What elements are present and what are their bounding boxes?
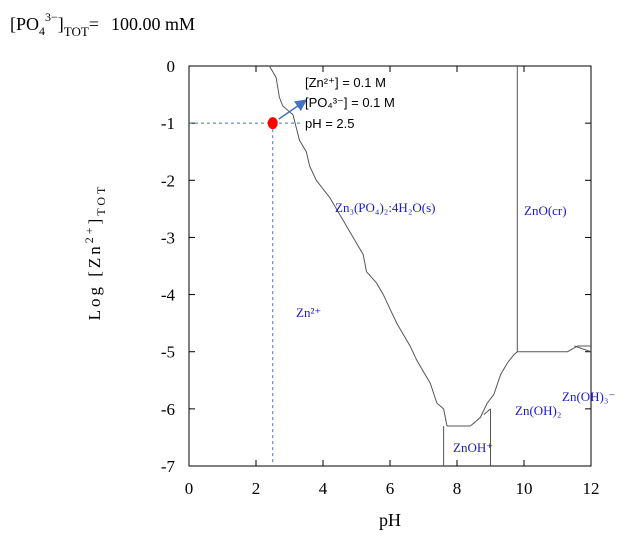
annotation-po4: [PO₄³⁻] = 0.1 M: [305, 95, 395, 110]
y-axis-title: Log [Zn2+]TOT: [82, 184, 108, 321]
y-tick-label: -7: [161, 457, 176, 476]
x-axis-title: pH: [379, 510, 401, 530]
region-label-zn3po42: Zn₃(PO₄)₂:4H₂O(s): [335, 200, 435, 215]
annotation-zn: [Zn²⁺] = 0.1 M: [305, 75, 386, 90]
x-tick-label: 10: [516, 479, 533, 498]
y-tick-label: 0: [167, 57, 176, 76]
header-value: 100.00 mM: [111, 14, 195, 34]
y-tick-label: -1: [161, 114, 175, 133]
y-tick-label: -4: [161, 286, 176, 305]
phase-boundaries: [268, 65, 592, 466]
boundary-zn3po4-solubility: [268, 65, 448, 427]
condition-marker-point: [267, 117, 278, 130]
y-tick-label: -6: [161, 400, 175, 419]
x-tick-label: 8: [453, 479, 462, 498]
x-tick-label: 6: [386, 479, 395, 498]
boundary-right-inner: [574, 345, 592, 353]
header-equals: =: [89, 14, 99, 34]
x-axis: 0 2 4 6 8 10 12: [185, 66, 600, 498]
header-prefix: [PO: [10, 14, 39, 34]
region-label-znoh2: Zn(OH)₂: [515, 403, 561, 418]
y-tick-label: -2: [161, 171, 175, 190]
x-tick-label: 0: [185, 479, 194, 498]
header-tot: TOT: [64, 24, 89, 39]
header-close: ]: [58, 14, 64, 34]
x-tick-label: 2: [252, 479, 261, 498]
region-label-znoh: ZnOH⁺: [453, 440, 493, 455]
annotation-arrow: [278, 99, 308, 120]
y-axis: 0 -1 -2 -3 -4 -5 -6 -7: [161, 57, 591, 476]
region-label-zn2: Zn²⁺: [296, 305, 321, 320]
region-label-znoh3: Zn(OH)₃⁻: [562, 389, 615, 404]
boundary-zno-lower: [517, 345, 591, 353]
boundary-right-rise: [470, 351, 518, 427]
annotation-ph: pH = 2.5: [305, 116, 355, 131]
x-tick-label: 4: [319, 479, 328, 498]
y-tick-label: -3: [161, 228, 175, 247]
header-sub: 4: [39, 24, 45, 38]
header-total-phosphate: [PO43−]TOT= 100.00 mM: [10, 10, 195, 39]
region-label-zno: ZnO(cr): [524, 203, 567, 218]
y-tick-label: -5: [161, 343, 175, 362]
header-sup: 3−: [45, 10, 58, 24]
boundary-znoh2-step: [483, 408, 491, 415]
x-tick-label: 12: [583, 479, 600, 498]
